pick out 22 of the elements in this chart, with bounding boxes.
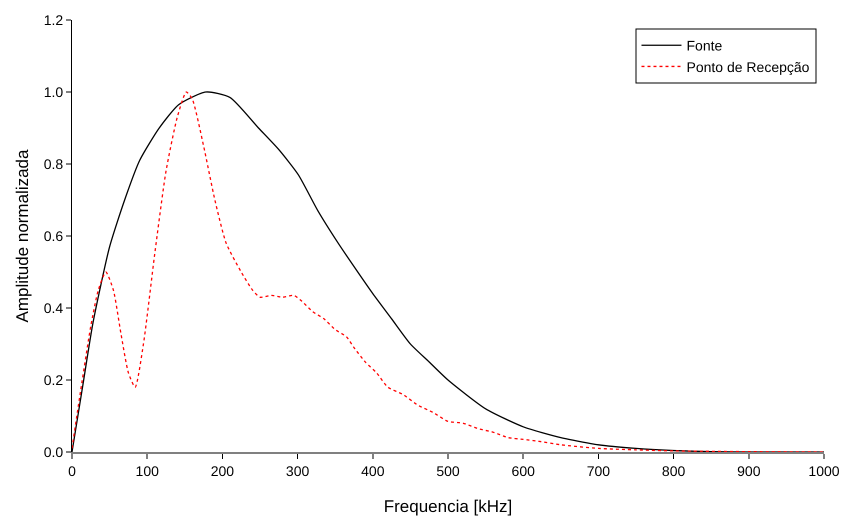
y-tick-label: 0.4 (44, 300, 64, 316)
x-tick-label: 900 (737, 462, 761, 479)
x-tick-label: 100 (136, 462, 160, 479)
y-tick-label: 1.0 (44, 84, 64, 100)
x-tick-label: 1000 (808, 462, 840, 479)
x-tick-label: 800 (662, 462, 686, 479)
x-tick-label: 600 (512, 462, 536, 479)
x-tick-label: 400 (361, 462, 385, 479)
x-tick-label: 700 (586, 462, 610, 479)
x-tick-label: 500 (436, 462, 460, 479)
x-axis-title: Frequencia [kHz] (384, 497, 512, 516)
legend-label: Ponto de Recepção (686, 58, 810, 75)
y-tick-label: 0.8 (44, 156, 64, 172)
y-tick-label: 0.6 (44, 228, 64, 244)
x-tick-label: 0 (68, 462, 76, 479)
y-tick-label: 0.2 (44, 372, 64, 388)
x-tick-label: 300 (286, 462, 310, 479)
y-axis-title: Amplitude normalizada (13, 148, 32, 322)
x-tick-label: 200 (210, 462, 234, 479)
y-tick-label: 1.2 (44, 12, 64, 28)
y-tick-label: 0.0 (44, 444, 64, 460)
legend-label: Fonte (686, 38, 722, 54)
